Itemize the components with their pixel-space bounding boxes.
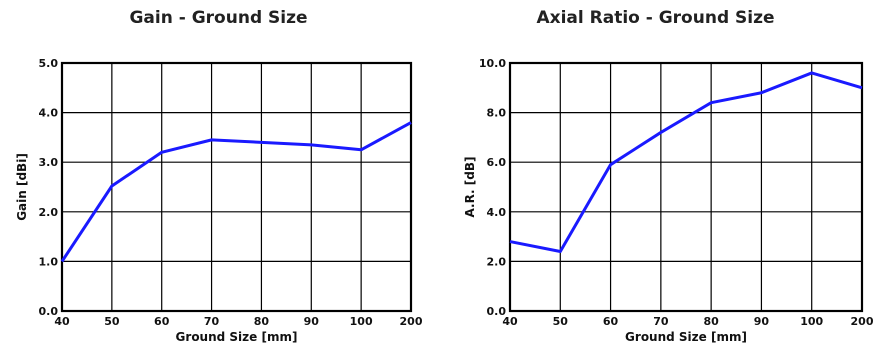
x-tick-label: 80 xyxy=(254,315,270,328)
x-tick-label: 200 xyxy=(851,315,874,328)
y-tick-label: 10.0 xyxy=(479,57,506,70)
x-tick-label: 40 xyxy=(502,315,518,328)
axial-ratio-chart: 0.0 2.0 4.0 6.0 8.0 10.0 40 50 60 70 80 90 100 200 Gro… xyxy=(463,57,874,344)
series-line xyxy=(509,71,863,253)
y-tick-label: 0.0 xyxy=(487,305,507,318)
y-tick-label: 6.0 xyxy=(487,156,507,169)
x-tick-label: 40 xyxy=(54,315,70,328)
x-tick-label: 70 xyxy=(204,315,220,328)
x-tick-label: 60 xyxy=(603,315,619,328)
x-tick-label: 90 xyxy=(754,315,770,328)
x-tick-label: 90 xyxy=(304,315,320,328)
y-tick-label: 4.0 xyxy=(39,107,59,120)
x-tick-label: 200 xyxy=(400,315,423,328)
plot-frame xyxy=(508,61,864,313)
y-tick-label: 4.0 xyxy=(487,206,507,219)
chart-title: Axial Ratio - Ground Size xyxy=(536,8,775,28)
gain-chart: 0.0 1.0 2.0 3.0 4.0 5.0 40 50 60 70 80 90 100 200 Grou… xyxy=(15,57,423,344)
series-line xyxy=(60,121,412,263)
x-tick-label: 50 xyxy=(104,315,120,328)
y-tick-label: 2.0 xyxy=(39,206,59,219)
y-axis-label: A.R. [dB] xyxy=(463,157,477,218)
y-tick-label: 1.0 xyxy=(39,255,59,268)
x-axis-label: Ground Size [mm] xyxy=(625,330,747,344)
x-tick-label: 50 xyxy=(553,315,569,328)
y-tick-label: 2.0 xyxy=(487,255,507,268)
y-tick-label: 5.0 xyxy=(39,57,59,70)
y-tick-label: 8.0 xyxy=(487,107,507,120)
x-tick-label: 100 xyxy=(350,315,373,328)
x-tick-label: 80 xyxy=(703,315,719,328)
x-tick-label: 60 xyxy=(154,315,170,328)
plot-frame xyxy=(60,61,413,313)
chart-title: Gain - Ground Size xyxy=(129,8,308,28)
y-axis-label: Gain [dBi] xyxy=(15,153,29,221)
axial-ratio-chart-panel: Axial Ratio - Ground Size 0.0 2.0 4.0 6.0 8.… xyxy=(437,0,874,359)
gain-chart-panel: Gain - Ground Size 0.0 1.0 2.0 3.0 4.0 5.0 40 5… xyxy=(15,8,423,344)
y-tick-label: 3.0 xyxy=(39,156,59,169)
y-tick-label: 0.0 xyxy=(39,305,59,318)
x-tick-label: 100 xyxy=(800,315,823,328)
x-tick-label: 70 xyxy=(653,315,669,328)
x-axis-label: Ground Size [mm] xyxy=(176,330,298,344)
